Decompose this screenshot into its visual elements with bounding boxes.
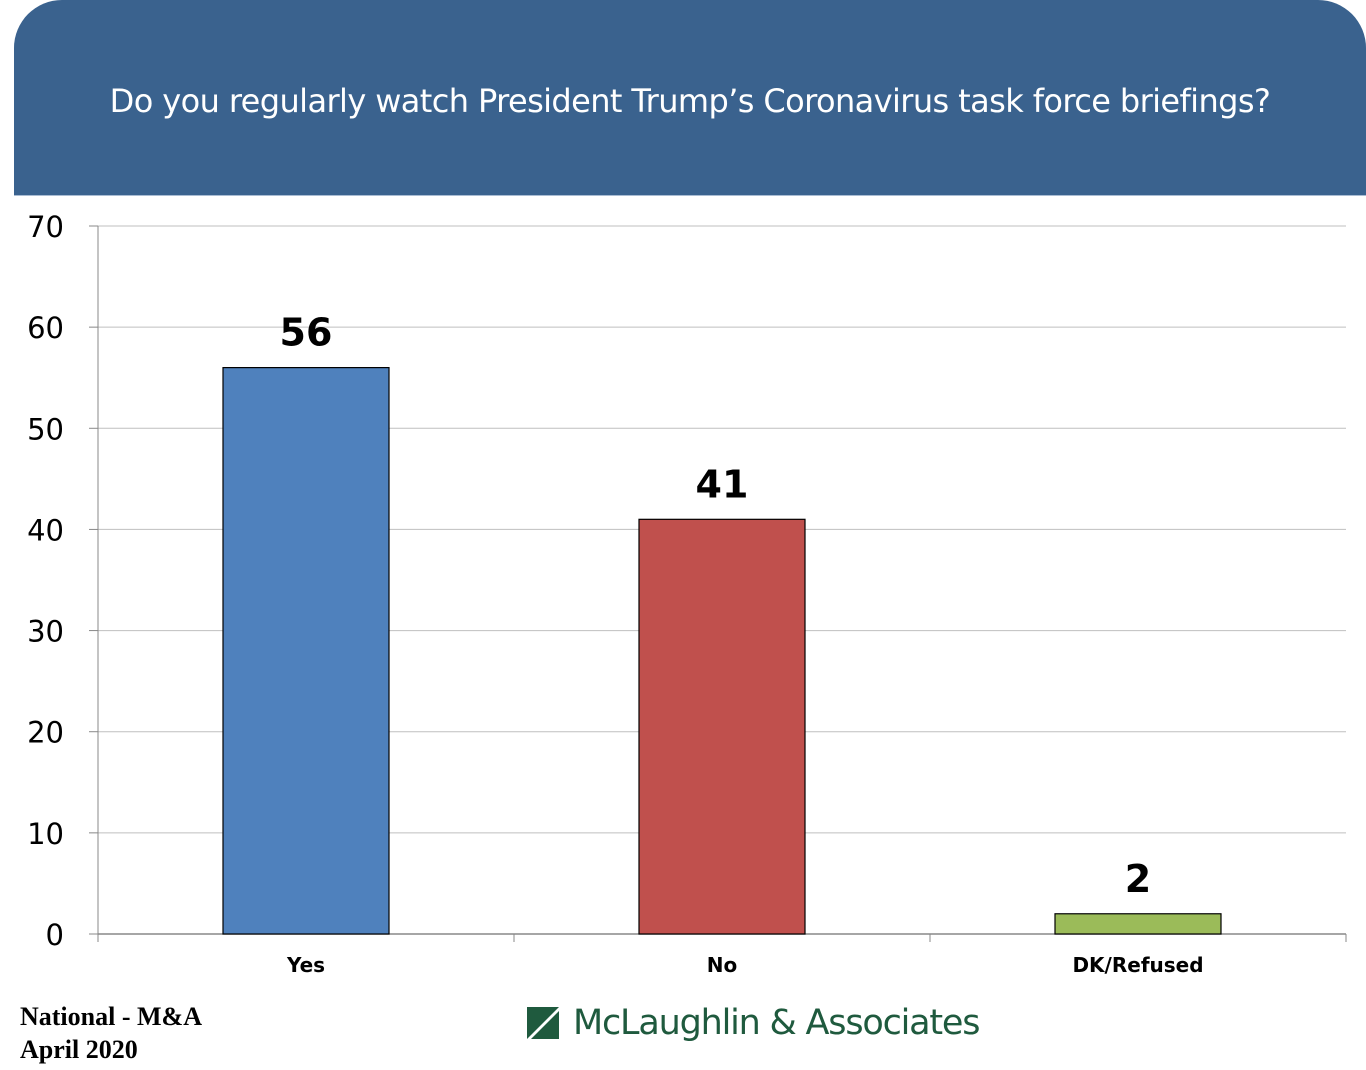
x-tick-label: DK/Refused bbox=[1072, 953, 1203, 977]
bar-chart: 0 10 20 30 40 50 60 70 Yes No DK/Refused 56 41 2 bbox=[27, 210, 1347, 977]
data-labels: 56 41 2 bbox=[280, 311, 1152, 901]
x-axis: Yes No DK/Refused bbox=[97, 933, 1347, 977]
source-line-2: April 2020 bbox=[20, 1035, 138, 1064]
data-label: 2 bbox=[1125, 857, 1151, 901]
data-label: 41 bbox=[696, 462, 749, 506]
source-line-1: National - M&A bbox=[20, 1002, 202, 1031]
company-logo: McLaughlin & Associates bbox=[527, 1003, 980, 1043]
bars bbox=[222, 367, 1222, 935]
y-tick-label: 70 bbox=[27, 210, 64, 244]
logo-mark-icon bbox=[527, 1007, 559, 1039]
y-tick-label: 60 bbox=[27, 311, 64, 345]
bar-dk-refused bbox=[1054, 913, 1222, 935]
chart-title: Do you regularly watch President Trump’s… bbox=[109, 82, 1271, 120]
source-note: National - M&A April 2020 bbox=[20, 1000, 202, 1066]
y-tick-label: 0 bbox=[46, 918, 64, 952]
y-tick-label: 40 bbox=[27, 513, 64, 547]
y-axis: 0 10 20 30 40 50 60 70 bbox=[27, 210, 99, 952]
y-tick-label: 20 bbox=[27, 716, 64, 750]
bar-yes bbox=[222, 367, 390, 935]
x-tick-label: No bbox=[707, 953, 737, 977]
x-tick-label: Yes bbox=[286, 953, 325, 977]
logo-text: McLaughlin & Associates bbox=[573, 1003, 980, 1043]
chart-title-banner: Do you regularly watch President Trump’s… bbox=[14, 0, 1366, 195]
y-tick-label: 10 bbox=[27, 817, 64, 851]
bar-no bbox=[638, 518, 806, 935]
data-label: 56 bbox=[280, 311, 333, 355]
y-tick-label: 50 bbox=[27, 412, 64, 446]
y-tick-label: 30 bbox=[27, 615, 64, 649]
